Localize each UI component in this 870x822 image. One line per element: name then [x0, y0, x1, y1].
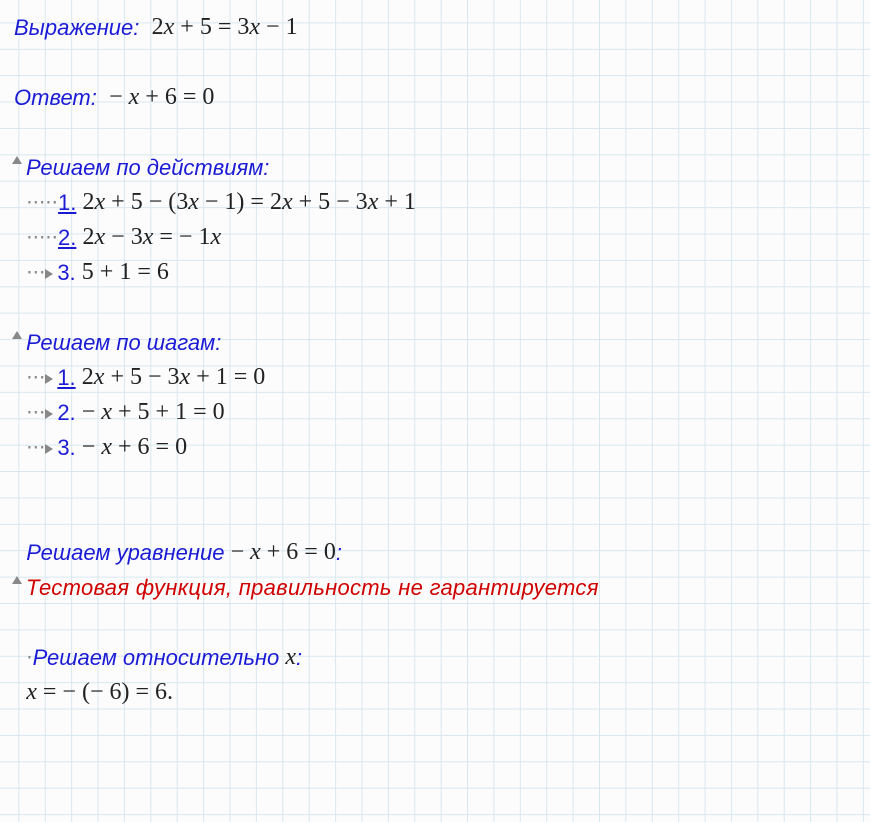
arrow-right-icon: [45, 269, 53, 279]
step-row: ⋅⋅⋅⋅⋅ 2. 2x − 3x = − 1x: [14, 220, 870, 255]
solve-eq-colon: :: [336, 540, 342, 566]
solve-eq-label: Решаем уравнение: [26, 540, 230, 566]
solve-equation-line: Решаем уравнение − x + 6 = 0 :: [14, 535, 870, 570]
rel-var: x: [285, 644, 296, 671]
rel-label: Решаем относительно: [33, 645, 286, 671]
step-number[interactable]: 3.: [57, 435, 75, 461]
arrow-right-icon: [45, 374, 53, 384]
step-math: 2x + 5 − 3x + 1 = 0: [82, 364, 265, 391]
step-row: ⋅⋅⋅ 1. 2x + 5 − 3x + 1 = 0: [14, 360, 870, 395]
expression-math: 2x + 5 = 3x − 1: [152, 14, 298, 41]
expression-label: Выражение:: [14, 15, 139, 41]
arrow-right-icon: [45, 444, 53, 454]
step-math: − x + 6 = 0: [82, 434, 187, 461]
step-math: − x + 5 + 1 = 0: [82, 399, 225, 426]
warning-text: Тестовая функция, правильность не гарант…: [26, 575, 599, 601]
step-row: ⋅⋅⋅ 2. − x + 5 + 1 = 0: [14, 395, 870, 430]
solve-eq-math: − x + 6 = 0: [231, 539, 336, 566]
final-math: x = − (− 6) = 6.: [26, 679, 173, 706]
section-solve-steps: Решаем по действиям:: [14, 150, 870, 185]
tree-connector: ⋅⋅⋅⋅⋅: [26, 225, 58, 250]
answer-math: − x + 6 = 0: [109, 84, 214, 111]
step-math: 5 + 1 = 6: [82, 259, 169, 286]
step-row: ⋅⋅⋅⋅⋅ 1. 2x + 5 − (3x − 1) = 2x + 5 − 3x…: [14, 185, 870, 220]
final-line: x = − (− 6) = 6.: [14, 675, 870, 710]
tree-connector: ⋅⋅⋅: [26, 435, 45, 460]
expression-line: Выражение: 2x + 5 = 3x − 1: [14, 10, 870, 45]
step-number[interactable]: 3.: [57, 260, 75, 286]
answer-label: Ответ:: [14, 85, 97, 111]
rel-colon: :: [296, 645, 302, 671]
step-math: 2x + 5 − (3x − 1) = 2x + 5 − 3x + 1: [83, 189, 416, 216]
section2-title: Решаем по шагам:: [26, 330, 221, 356]
tree-connector: ⋅⋅⋅: [26, 400, 45, 425]
tree-connector: ⋅⋅⋅: [26, 365, 45, 390]
step-number[interactable]: 2.: [58, 225, 76, 251]
step-number[interactable]: 1.: [57, 365, 75, 391]
section-solve-steps2: Решаем по шагам:: [14, 325, 870, 360]
step-row: ⋅⋅⋅ 3. 5 + 1 = 6: [14, 255, 870, 290]
solve-relative-line: ⋅ Решаем относительно x :: [14, 640, 870, 675]
warning-line: Тестовая функция, правильность не гарант…: [14, 570, 870, 605]
tree-connector: ⋅⋅⋅: [26, 260, 45, 285]
arrow-right-icon: [45, 409, 53, 419]
tree-connector: ⋅⋅⋅⋅⋅: [26, 190, 58, 215]
step-math: 2x − 3x = − 1x: [83, 224, 222, 251]
page-content: Выражение: 2x + 5 = 3x − 1 Ответ: − x + …: [0, 0, 870, 710]
step-row: ⋅⋅⋅ 3. − x + 6 = 0: [14, 430, 870, 465]
step-number[interactable]: 2.: [57, 400, 75, 426]
answer-line: Ответ: − x + 6 = 0: [14, 80, 870, 115]
section1-title: Решаем по действиям:: [26, 155, 269, 181]
step-number[interactable]: 1.: [58, 190, 76, 216]
